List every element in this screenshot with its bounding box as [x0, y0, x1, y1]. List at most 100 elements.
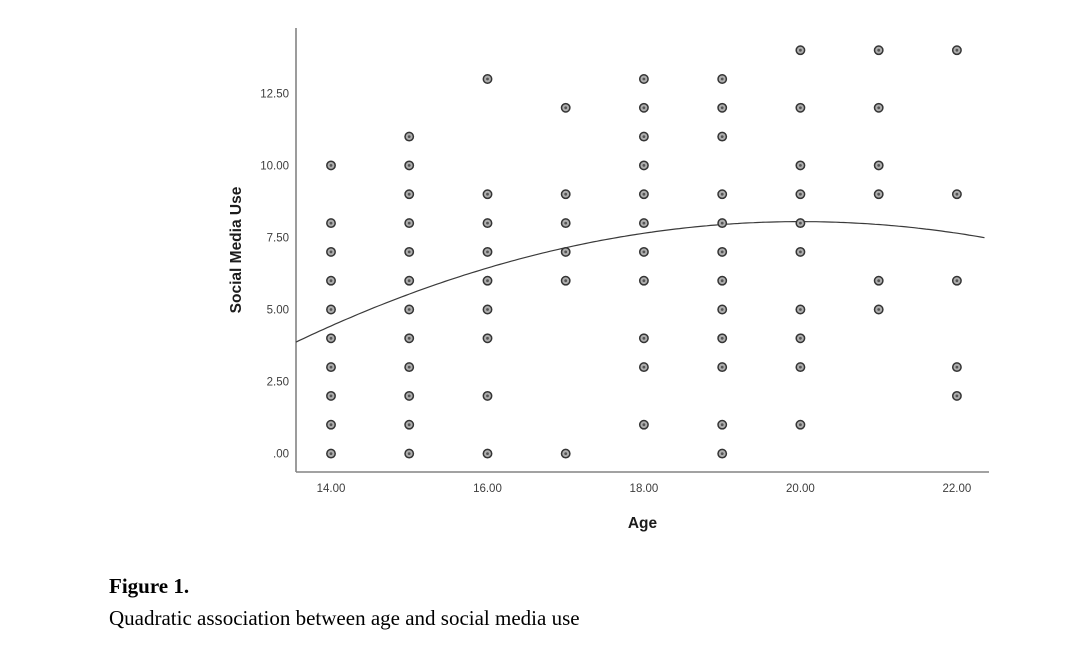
data-point-core: [329, 336, 333, 340]
data-point-core: [720, 452, 724, 455]
y-tick-label: 7.50: [267, 232, 289, 244]
data-point-core: [329, 394, 333, 398]
data-point-core: [877, 48, 881, 52]
data-point-core: [955, 48, 959, 52]
data-point-core: [877, 308, 881, 311]
data-point-core: [877, 164, 881, 167]
data-point-core: [329, 423, 333, 427]
data-point-core: [407, 365, 411, 369]
data-point-core: [407, 452, 411, 455]
data-point-core: [720, 279, 724, 283]
figure-caption: Figure 1. Quadratic association between …: [109, 570, 580, 634]
data-point-core: [720, 423, 724, 427]
data-point-core: [486, 250, 489, 254]
data-point-core: [329, 452, 333, 455]
data-point-core: [955, 279, 959, 283]
y-tick-label: 12.50: [260, 88, 289, 100]
data-point-core: [642, 192, 646, 196]
data-point-core: [799, 250, 802, 254]
y-tick-label: 5.00: [267, 304, 289, 316]
data-point-core: [720, 336, 724, 340]
x-tick-label: 16.00: [473, 483, 502, 495]
data-point-core: [329, 250, 333, 254]
data-point-core: [720, 192, 724, 196]
data-point-core: [407, 250, 411, 254]
data-point-core: [877, 192, 881, 196]
data-point-core: [486, 394, 489, 398]
data-point-core: [486, 336, 489, 340]
data-point-core: [799, 164, 802, 167]
data-point-core: [564, 250, 568, 254]
data-point-core: [955, 394, 959, 398]
data-point-core: [407, 423, 411, 427]
data-point-core: [329, 279, 333, 283]
data-point-core: [642, 336, 646, 340]
data-point-core: [407, 336, 411, 340]
y-axis-title: Social Media Use: [228, 186, 245, 313]
data-point-core: [564, 279, 568, 283]
figure-description: Quadratic association between age and so…: [109, 606, 580, 630]
x-tick-label: 18.00: [630, 483, 659, 495]
data-point-core: [329, 365, 333, 369]
data-point-core: [642, 423, 646, 427]
data-point-core: [799, 423, 802, 427]
data-point-core: [486, 279, 489, 283]
data-point-core: [564, 106, 568, 110]
scatterplot-figure: .00 2.50 5.00 7.50 10.00 12.50 14.00 16.00 18.00…: [228, 28, 989, 532]
figure-number: Figure 1.: [109, 574, 190, 598]
data-point-core: [486, 308, 489, 311]
data-point-core: [955, 365, 959, 369]
data-point-core: [799, 365, 802, 369]
data-point-core: [486, 452, 489, 455]
data-point-core: [642, 279, 646, 283]
y-tick-label: 2.50: [267, 377, 289, 389]
data-point-core: [642, 164, 646, 167]
y-tick-label: 10.00: [260, 160, 289, 172]
data-point-core: [799, 308, 802, 311]
data-point-core: [329, 308, 333, 311]
data-point-core: [407, 135, 411, 139]
data-point-core: [877, 106, 881, 110]
data-point-core: [329, 164, 333, 167]
data-point-core: [642, 135, 646, 139]
data-point-core: [799, 106, 802, 110]
data-point-core: [564, 452, 568, 455]
data-point-core: [564, 221, 568, 225]
data-point-core: [955, 192, 959, 196]
x-tick-label: 20.00: [786, 483, 815, 495]
data-point-core: [799, 221, 802, 225]
data-point-core: [642, 77, 646, 81]
data-point-core: [720, 106, 724, 110]
x-tick-label: 14.00: [317, 483, 346, 495]
data-point-core: [407, 279, 411, 283]
data-point-core: [720, 221, 724, 225]
data-point-core: [799, 336, 802, 340]
data-point-core: [642, 365, 646, 369]
x-tick-label: 22.00: [943, 483, 972, 495]
data-point-core: [642, 221, 646, 225]
data-point-core: [642, 106, 646, 110]
scatterplot-canvas: .00 2.50 5.00 7.50 10.00 12.50 14.00 16.00 18.00…: [228, 28, 989, 532]
data-point-core: [642, 250, 646, 254]
data-point-core: [329, 221, 333, 225]
data-point-core: [720, 77, 724, 81]
data-point-core: [407, 394, 411, 398]
data-point-core: [799, 48, 802, 52]
data-point-core: [486, 221, 489, 225]
data-point-core: [407, 192, 411, 196]
data-point-core: [720, 365, 724, 369]
data-point-core: [564, 192, 568, 196]
x-axis-title: Age: [628, 515, 658, 532]
data-point-core: [486, 77, 489, 81]
data-point-core: [407, 221, 411, 225]
data-point-core: [407, 308, 411, 311]
y-tick-label: .00: [273, 449, 289, 461]
data-point-core: [720, 308, 724, 311]
data-point-core: [799, 192, 802, 196]
data-point-core: [877, 279, 881, 283]
data-point-core: [486, 192, 489, 196]
data-point-core: [720, 250, 724, 254]
fit-curve: [295, 221, 985, 343]
data-point-core: [407, 164, 411, 167]
data-point-core: [720, 135, 724, 139]
